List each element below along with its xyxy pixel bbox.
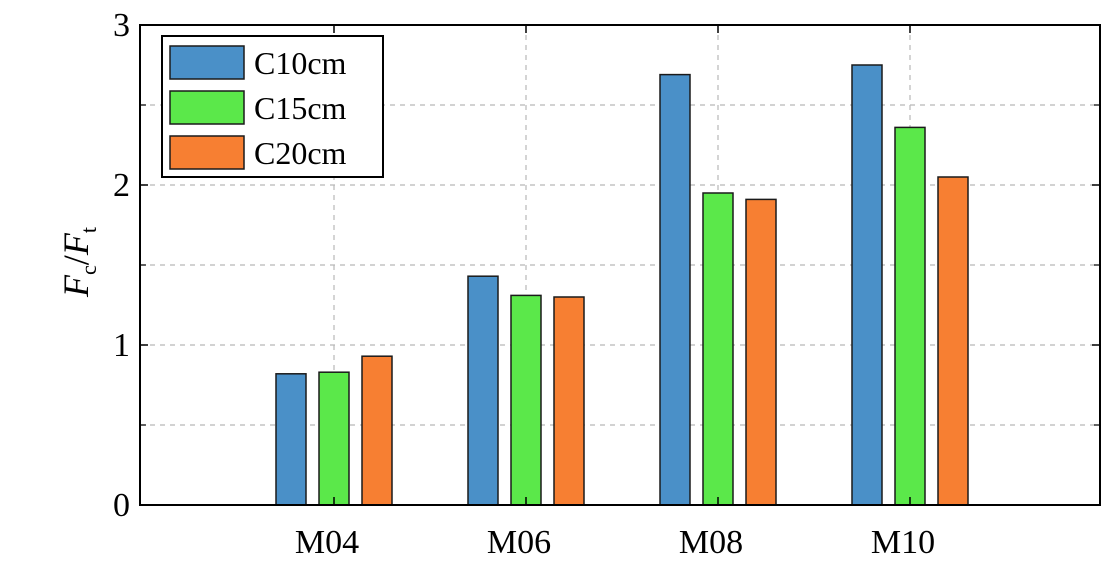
x-tick-label-M10: M10 <box>871 524 935 561</box>
legend-swatch-C15cm <box>169 90 245 125</box>
y-tick-label: 3 <box>113 7 130 44</box>
bar-C15cm-M10 <box>894 126 926 506</box>
legend-label-C20cm: C20cm <box>254 135 347 171</box>
y-axis-title: Fc/Ft <box>56 227 101 298</box>
legend-swatch-C20cm <box>169 135 245 170</box>
y-tick-label: 2 <box>113 167 130 204</box>
legend: C10cm C15cm C20cm <box>161 35 384 178</box>
bar-C15cm-M06 <box>510 294 542 506</box>
y-axis-title-slash: / <box>56 255 96 265</box>
bar-C20cm-M04 <box>361 355 393 506</box>
bar-C15cm-M08 <box>702 192 734 506</box>
x-tick-label-M08: M08 <box>679 524 743 561</box>
bar-C10cm-M04 <box>275 373 307 506</box>
y-axis-title-main1: F <box>56 274 96 298</box>
x-axis-ticks: M04 M06 M08 M10 <box>295 25 935 561</box>
y-tick-label: 1 <box>113 327 130 364</box>
legend-swatch-C10cm <box>169 45 245 80</box>
y-axis-title-main2: F <box>56 232 96 256</box>
bars-group <box>275 64 969 506</box>
bar-C15cm-M04 <box>318 371 350 506</box>
y-tick-label: 0 <box>113 487 130 524</box>
legend-label-C15cm: C15cm <box>254 90 347 126</box>
bar-C20cm-M10 <box>937 176 969 506</box>
bar-C10cm-M08 <box>659 73 691 506</box>
y-axis-title-sub2: t <box>76 227 101 233</box>
bar-C20cm-M06 <box>553 296 585 506</box>
x-tick-label-M06: M06 <box>487 524 551 561</box>
bar-C20cm-M08 <box>745 198 777 506</box>
x-tick-label-M04: M04 <box>295 524 359 561</box>
bar-C10cm-M06 <box>467 275 499 506</box>
legend-label-C10cm: C10cm <box>254 45 347 81</box>
y-axis-ticks: 0 1 2 3 <box>113 7 1100 524</box>
y-axis-title-sub1: c <box>76 265 101 275</box>
bar-C10cm-M10 <box>851 64 883 506</box>
